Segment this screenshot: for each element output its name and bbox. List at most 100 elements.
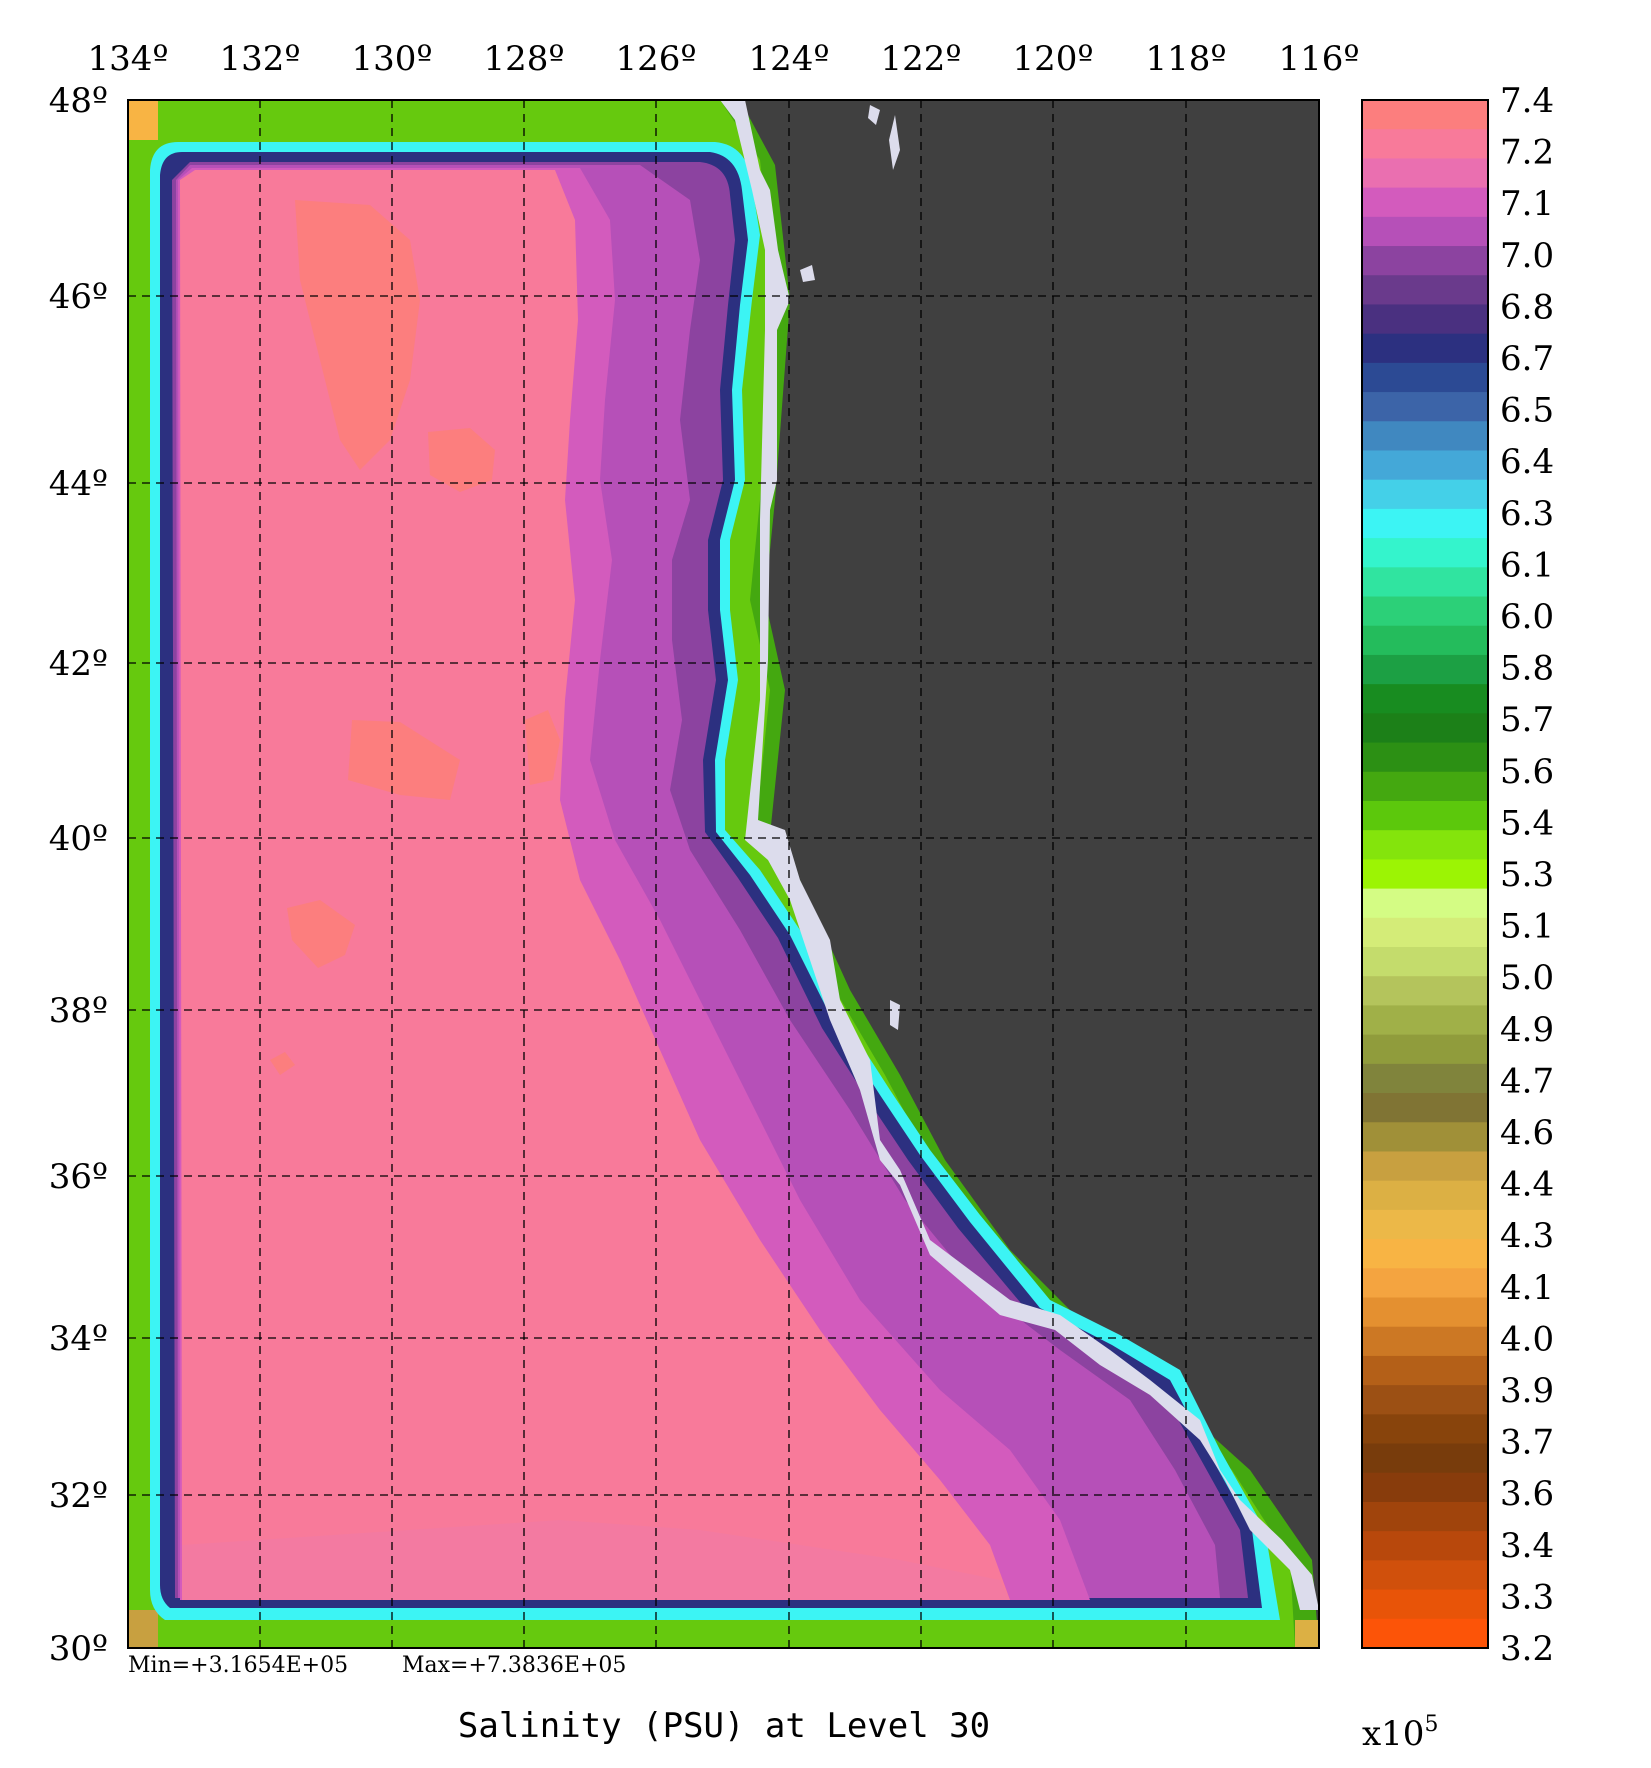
colorbar-swatch [1362,275,1488,306]
colorbar-scale-factor: x105 [1362,1712,1438,1754]
lat-label: 42º [49,644,108,684]
colorbar-tick-label: 4.9 [1500,1010,1554,1050]
colorbar-swatch [1362,216,1488,247]
coast-fringe [720,100,1319,1610]
latitude-labels: 48º 46º 44º 42º 40º 38º 36º 34º 32º 30º [49,81,108,1669]
colorbar-tick-label: 4.0 [1500,1319,1554,1359]
colorbar-swatch [1362,596,1488,627]
colorbar-tick-label: 3.7 [1500,1423,1554,1463]
colorbar-swatch [1362,1443,1488,1474]
patch-high-mid [348,720,460,800]
colorbar-swatch [1362,713,1488,744]
colorbar-swatch [1362,947,1488,977]
colorbar-tick-label: 7.1 [1500,184,1554,224]
colorbar-swatch [1362,1239,1488,1269]
colorbar-swatch [1362,1531,1488,1561]
colorbar-swatch [1362,684,1488,714]
colorbar-tick-label: 5.1 [1500,907,1554,947]
colorbar-tick-label: 5.0 [1500,958,1554,998]
colorbar-swatch [1362,1180,1488,1211]
corner-spot-sw [128,1610,158,1648]
colorbar-swatch [1362,654,1488,685]
colorbar-swatch [1362,479,1488,510]
colorbar-swatch [1362,800,1488,831]
colorbar-swatch [1362,1093,1488,1123]
colorbar-tick-label: 6.5 [1500,391,1554,431]
colorbar-swatch [1362,771,1488,802]
map-panel [128,100,1319,1648]
colorbar-swatch [1362,1501,1488,1532]
colorbar-swatch [1362,1297,1488,1328]
colorbar-tick-label: 3.6 [1500,1474,1554,1514]
colorbar-swatches [1362,100,1488,1649]
lon-label: 116º [1279,39,1360,79]
colorbar-swatch [1362,187,1488,218]
colorbar-swatch [1362,1034,1488,1065]
colorbar-swatch [1362,129,1488,160]
patch-high-tiny [270,1052,295,1075]
colorbar-tick-label: 5.3 [1500,855,1554,895]
lon-label: 118º [1146,39,1227,79]
colorbar-tick-label: 6.0 [1500,597,1554,637]
colorbar-swatch [1362,567,1488,598]
colorbar-tick-label: 5.7 [1500,700,1554,740]
lon-label: 130º [352,39,433,79]
colorbar-tick-label: 5.6 [1500,752,1554,792]
colorbar-swatch [1362,1326,1488,1357]
colorbar-swatch [1362,1589,1488,1620]
lon-label: 132º [220,39,301,79]
lat-label: 32º [49,1476,108,1516]
colorbar-labels: 7.4 7.2 7.1 7.0 6.8 6.7 6.5 6.4 6.3 6.1 6.0 5.8 5.7 5… [1500,81,1554,1669]
patch-high-mid2 [525,710,560,785]
corner-spot-nw [128,100,158,140]
colorbar-tick-label: 3.3 [1500,1577,1554,1617]
colorbar-swatch [1362,1618,1488,1649]
colorbar-swatch [1362,508,1488,539]
colorbar-swatch [1362,333,1488,364]
max-value-text: Max=+7.3836E+05 [402,1653,626,1678]
scale-base: x10 [1362,1714,1424,1754]
colorbar-swatch [1362,100,1488,130]
lat-label: 30º [49,1629,108,1669]
lon-label: 120º [1013,39,1094,79]
colorbar-tick-label: 6.8 [1500,287,1554,327]
longitude-labels: 134º 132º 130º 128º 126º 124º 122º 120º … [88,39,1360,79]
map-frame [127,99,1320,1649]
colorbar-swatch [1362,1414,1488,1445]
colorbar-tick-label: 5.8 [1500,649,1554,689]
colorbar-swatch [1362,625,1488,656]
lat-label: 38º [49,991,108,1031]
colorbar-swatch [1362,362,1488,393]
colorbar-tick-label: 4.1 [1500,1268,1554,1308]
colorbar-tick-label: 6.3 [1500,494,1554,534]
lat-label: 46º [49,277,108,317]
field-pink [180,170,1010,1600]
patch-high-south [287,900,355,968]
colorbar-tick-label: 4.6 [1500,1113,1554,1153]
colorbar-swatch [1362,976,1488,1007]
lon-label: 134º [88,39,169,79]
colorbar-swatch [1362,1209,1488,1240]
lon-label: 126º [616,39,697,79]
min-value-text: Min=+3.1654E+05 [128,1653,348,1678]
colorbar-tick-label: 6.4 [1500,442,1554,482]
patch-high-east [428,428,495,492]
scale-exponent: 5 [1424,1712,1438,1737]
lat-label: 44º [49,464,108,504]
colorbar-tick-label: 4.3 [1500,1216,1554,1256]
colorbar-swatch [1362,392,1488,422]
colorbar-tick-label: 3.2 [1500,1629,1554,1669]
colorbar-swatch [1362,888,1488,919]
colorbar-frame [1361,99,1489,1649]
colorbar-tick-label: 7.2 [1500,133,1554,173]
colorbar-swatch [1362,742,1488,773]
colorbar-tick-label: 5.4 [1500,803,1554,843]
colorbar-swatch [1362,538,1488,568]
colorbar-tick-label: 3.4 [1500,1526,1554,1566]
colorbar-swatch [1362,158,1488,189]
colorbar-tick-label: 4.7 [1500,1061,1554,1101]
colorbar-tick-label: 3.9 [1500,1371,1554,1411]
colorbar-swatch [1362,1063,1488,1094]
colorbar-swatch [1362,1122,1488,1153]
